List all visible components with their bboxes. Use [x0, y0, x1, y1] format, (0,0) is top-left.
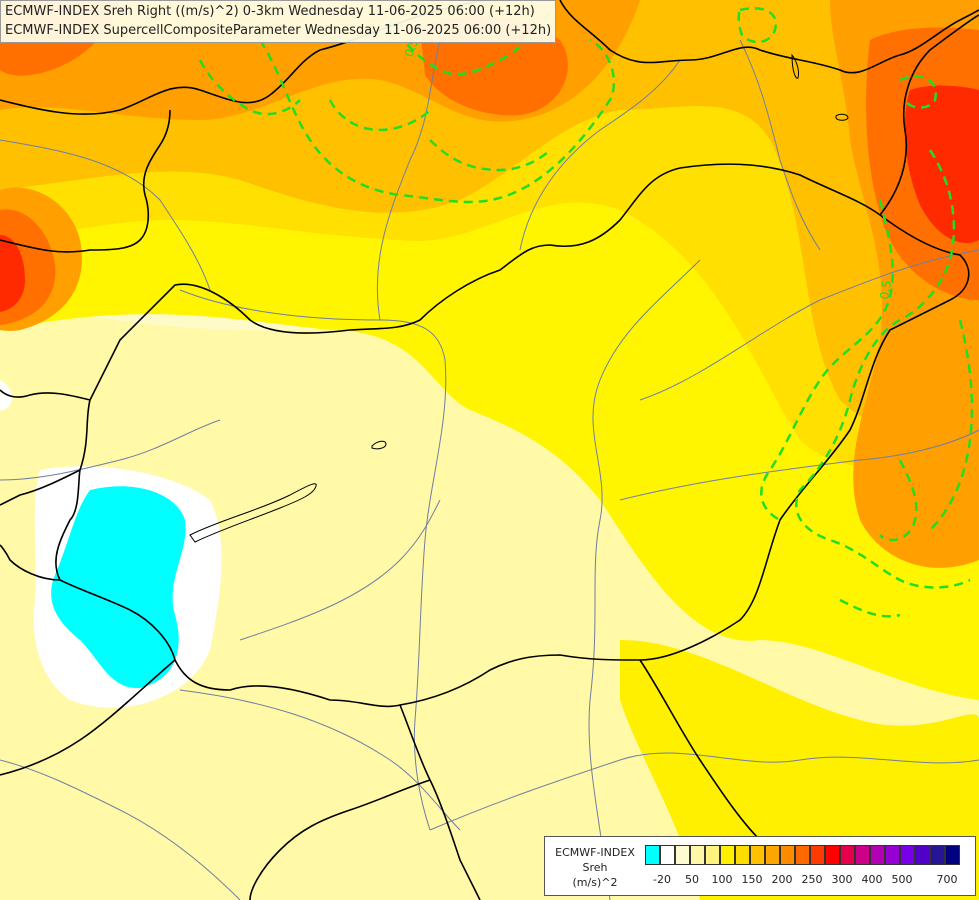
legend-swatch: [675, 845, 690, 865]
contour-north-5: [429, 139, 551, 172]
contour-north-4: [328, 99, 431, 132]
legend-swatch: [810, 845, 825, 865]
legend-tick-label: 500: [891, 873, 913, 886]
river-north-2: [519, 59, 681, 251]
border-slovakia-ne: [559, 0, 979, 74]
contour-north-1: [258, 38, 616, 204]
legend-swatch: [780, 845, 795, 865]
lake-small-2: [835, 113, 849, 121]
river-east-2: [639, 249, 979, 401]
legend-label: ECMWF-INDEX Sreh (m/s)^2: [549, 845, 641, 890]
legend-swatch: [660, 845, 675, 865]
legend-label-source: ECMWF-INDEX: [555, 846, 635, 859]
border-serbia: [399, 704, 481, 900]
contour-east-4: [929, 319, 974, 531]
legend-label-unit: (m/s)^2: [572, 876, 618, 889]
legend-swatch: [855, 845, 870, 865]
contour-east-3: [760, 199, 894, 522]
legend-ticks: -20 50 100 150 200 250 300 400 500 700: [645, 873, 975, 889]
legend-tick-label: 250: [801, 873, 823, 886]
legend-tick-label: 400: [861, 873, 883, 886]
border-croatia: [0, 544, 61, 581]
river-south-2: [0, 759, 241, 900]
border-romania: [639, 659, 761, 841]
lake-small-3: [791, 53, 799, 79]
legend-tick-label: 700: [936, 873, 958, 886]
contour-east-2: [795, 149, 971, 589]
legend-tick-label: 50: [685, 873, 699, 886]
river-west-2: [239, 499, 441, 641]
border-austria-slovakia: [0, 109, 171, 253]
color-legend: ECMWF-INDEX Sreh (m/s)^2 -20 50 100 150 200 2…: [544, 836, 976, 896]
river-west-1: [0, 419, 221, 481]
legend-swatch: [930, 845, 945, 865]
river-drava: [179, 689, 461, 831]
contour-east-1: [899, 74, 938, 109]
legend-swatches: [645, 845, 960, 867]
legend-swatch: [900, 845, 915, 865]
scp-contours: [198, 6, 974, 618]
legend-swatch: [915, 845, 930, 865]
border-austria-west: [0, 389, 91, 401]
legend-label-parameter: Sreh: [582, 861, 608, 874]
lake-small-1: [371, 440, 387, 450]
sreh-band-cyan: [51, 486, 186, 689]
border-slovenia: [0, 469, 81, 506]
contour-east-5: [839, 598, 901, 618]
river-tisza: [588, 259, 701, 900]
contour-north-loop: [737, 6, 777, 44]
legend-tick-label: 300: [831, 873, 853, 886]
river-north-1: [376, 39, 441, 321]
legend-tick-label: 150: [741, 873, 763, 886]
legend-swatch: [885, 845, 900, 865]
legend-swatch: [645, 845, 660, 865]
lake-balaton: [189, 483, 317, 543]
border-croatia-serbia: [249, 779, 431, 900]
legend-swatch: [735, 845, 750, 865]
legend-swatch: [690, 845, 705, 865]
border-ukraine: [879, 14, 979, 216]
river-network: [0, 39, 979, 900]
legend-swatch: [750, 845, 765, 865]
legend-swatch: [825, 845, 840, 865]
river-danube: [179, 289, 447, 831]
border-south-west: [0, 659, 176, 776]
legend-swatch: [945, 845, 960, 865]
border-hungary: [55, 163, 970, 708]
contour-north-3: [198, 59, 301, 116]
legend-tick-label: -20: [653, 873, 671, 886]
legend-swatch: [705, 845, 720, 865]
contour-label-east: 0.5: [877, 279, 894, 300]
title-line-scp: ECMWF-INDEX SupercellCompositeParameter …: [5, 23, 552, 38]
legend-swatch: [720, 845, 735, 865]
legend-swatch: [840, 845, 855, 865]
legend-tick-label: 100: [711, 873, 733, 886]
sreh-band-red-west: [0, 235, 25, 312]
contour-east-6: [879, 459, 918, 542]
legend-swatch: [765, 845, 780, 865]
river-east-1: [619, 429, 979, 501]
legend-tick-label: 200: [771, 873, 793, 886]
sreh-band-red-east: [904, 85, 979, 244]
legend-swatch: [795, 845, 810, 865]
river-south-1: [429, 752, 979, 831]
title-line-sreh: ECMWF-INDEX Sreh Right ((m/s)^2) 0-3km W…: [5, 4, 535, 19]
map-title-box: ECMWF-INDEX Sreh Right ((m/s)^2) 0-3km W…: [0, 0, 557, 43]
river-ne: [739, 39, 821, 251]
river-nw: [0, 139, 211, 291]
sreh-band-yellow-se: [620, 640, 979, 900]
legend-swatch: [870, 845, 885, 865]
